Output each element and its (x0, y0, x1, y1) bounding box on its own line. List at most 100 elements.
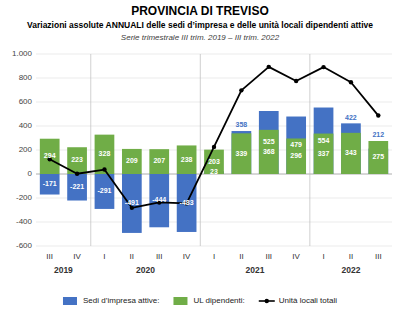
line-marker (294, 79, 298, 83)
legend: Sedi d’impresa attive: UL dipendenti: Unit… (63, 296, 337, 305)
data-label: 203 (208, 158, 220, 165)
bar (40, 174, 60, 195)
data-label: 207 (153, 157, 165, 164)
line-marker (321, 65, 325, 69)
legend-item: UL dipendenti: (173, 296, 244, 305)
x-tick-label: II (130, 252, 134, 261)
bar-series (40, 130, 388, 174)
bar (40, 139, 60, 174)
legend-item: Sedi d’impresa attive: (63, 296, 159, 305)
bar (314, 108, 334, 174)
line-marker (102, 167, 106, 171)
title: PROVINCIA DI TREVISO (131, 4, 269, 18)
group-separator (309, 54, 310, 246)
bar (149, 149, 169, 174)
y-tick-label: 1.000 (12, 49, 33, 58)
x-tick-label: III (375, 252, 382, 261)
grid-line (36, 102, 392, 103)
group-separator (200, 54, 201, 246)
data-label: 337 (318, 150, 330, 157)
data-label: 368 (263, 148, 275, 155)
group-label: 2022 (341, 265, 360, 275)
chart: PROVINCIA DI TREVISOVariazioni assolute … (0, 0, 400, 314)
bar (368, 141, 388, 174)
x-tick-label: III (156, 252, 163, 261)
x-tick-label: IV (73, 252, 81, 261)
data-label: -171 (43, 180, 57, 187)
group-label: 2020 (136, 265, 155, 275)
bar (286, 138, 306, 174)
grid-line (36, 54, 392, 55)
y-tick-label: 0 (28, 169, 33, 178)
data-label: -291 (97, 187, 111, 194)
legend-item: Unità locali totali (259, 296, 337, 305)
grid-line (36, 198, 392, 199)
bar (67, 174, 87, 201)
group-separator (90, 54, 91, 246)
group-separators (91, 54, 310, 246)
bar (341, 123, 361, 174)
line-marker (75, 172, 79, 176)
y-tick-label: 600 (19, 97, 33, 106)
grid (36, 54, 392, 246)
group-label: 2021 (246, 265, 265, 275)
bar (232, 133, 252, 174)
bar (177, 174, 197, 232)
legend-swatch (63, 297, 77, 305)
line-marker (239, 88, 243, 92)
x-tick-label: I (213, 252, 215, 261)
data-label: 275 (372, 153, 384, 160)
annotation: Serie trimestrale III trim. 2019 – III t… (121, 33, 280, 42)
data-labels: 294-171223-221328-291209-491207-444238-4… (43, 114, 385, 207)
y-tick-label: 800 (19, 73, 33, 82)
bar (259, 130, 279, 174)
data-label: -444 (152, 196, 166, 203)
line-marker (376, 113, 380, 117)
data-label: 554 (318, 137, 330, 144)
data-label: 328 (99, 150, 111, 157)
bar (122, 149, 142, 174)
legend-swatch (265, 299, 269, 303)
legend-label: Sedi d’impresa attive: (83, 296, 159, 305)
bar (95, 135, 115, 174)
bar (122, 174, 142, 233)
data-label: 479 (290, 141, 302, 148)
y-tick-label: 400 (19, 121, 33, 130)
bar (341, 133, 361, 174)
x-tick-label: II (349, 252, 353, 261)
bar (286, 117, 306, 174)
x-tick-label: I (322, 252, 324, 261)
marks (40, 65, 388, 233)
line-marker (212, 145, 216, 149)
data-label: -491 (125, 199, 139, 206)
x-tick-label: IV (183, 252, 191, 261)
data-label: 339 (236, 150, 248, 157)
x-tick-label: IV (292, 252, 300, 261)
x-tick-label: I (103, 252, 105, 261)
legend-label: Unità locali totali (279, 296, 337, 305)
data-label: 209 (126, 157, 138, 164)
data-label: -221 (70, 183, 84, 190)
data-label: 223 (71, 156, 83, 163)
data-label: 358 (236, 121, 248, 128)
line-marker (349, 80, 353, 84)
grid-line (36, 246, 392, 247)
data-label: 525 (263, 138, 275, 145)
legend-swatch (173, 297, 187, 305)
y-tick-label: -600 (16, 241, 33, 250)
y-tick-label: 200 (19, 145, 33, 154)
data-label: 343 (345, 149, 357, 156)
bar (314, 134, 334, 174)
grid-line (36, 222, 392, 223)
data-label: -483 (180, 199, 194, 206)
line-marker (267, 65, 271, 69)
x-tick-label: III (46, 252, 53, 261)
bar (232, 131, 252, 174)
line (50, 67, 379, 208)
grid-line (36, 78, 392, 79)
grid-line (36, 126, 392, 127)
bar (259, 111, 279, 174)
bar (149, 174, 169, 227)
x-tick-label: II (239, 252, 243, 261)
data-label: 212 (372, 131, 384, 138)
